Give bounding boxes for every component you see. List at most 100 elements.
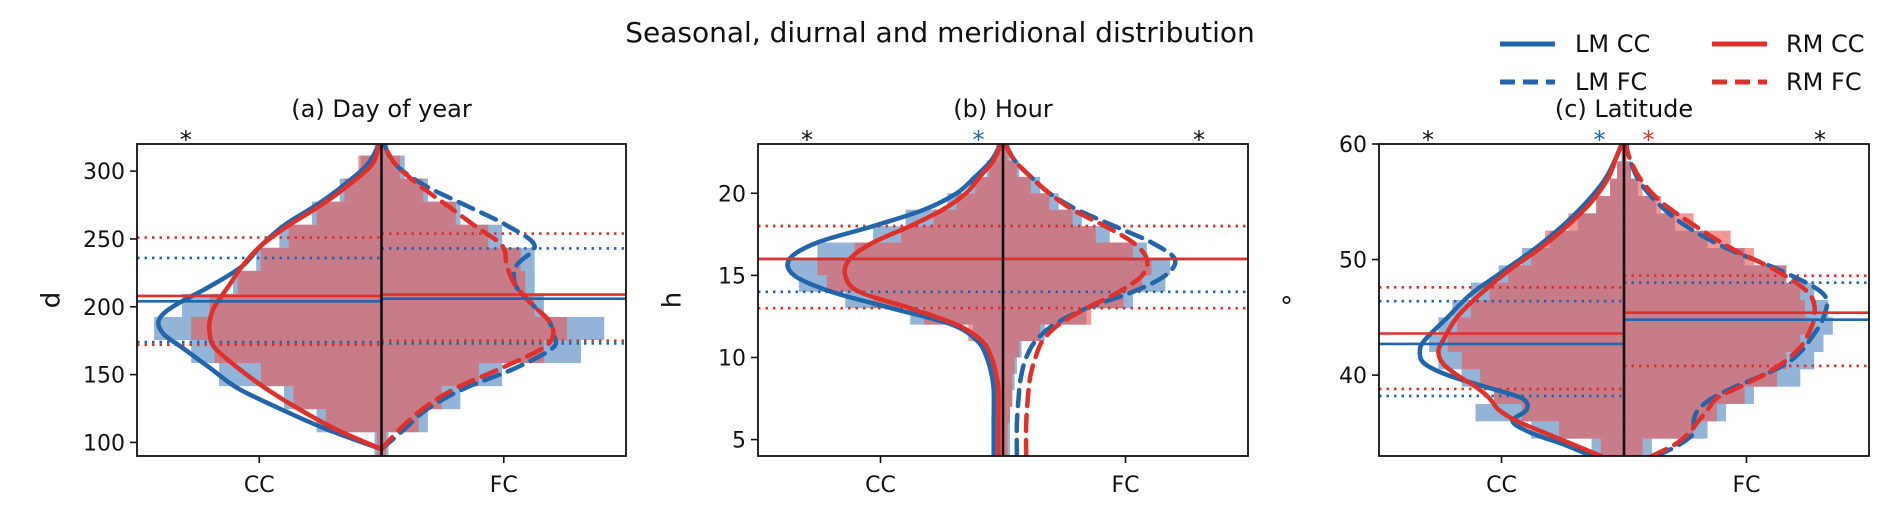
- panel-title: (b) Hour: [953, 95, 1053, 123]
- x-tick-label: FC: [490, 473, 518, 498]
- y-tick-label: 100: [83, 431, 125, 456]
- hist-bar-rm-cc: [1596, 196, 1624, 214]
- hist-bar-rm-fc: [381, 340, 544, 364]
- x-tick-label: FC: [1732, 473, 1760, 498]
- legend-label-lm-fc: LM FC: [1575, 68, 1647, 96]
- kde-curve-rm-fc: [379, 144, 556, 452]
- hist-bar-rm-cc: [1545, 230, 1624, 248]
- y-axis-label: d: [37, 292, 67, 309]
- hist-bar-rm-cc: [293, 386, 382, 410]
- hist-bar-rm-fc: [1003, 439, 1008, 456]
- hist-bar-rm-fc: [381, 144, 387, 156]
- hist-bar-rm-fc: [1624, 213, 1694, 231]
- kde-curve-lm-fc: [1624, 144, 1830, 456]
- hist-bar-rm-cc: [1610, 178, 1624, 196]
- significance-star: *: [1643, 126, 1655, 154]
- plot-area: [137, 144, 626, 456]
- hist-bar-rm-fc: [1624, 300, 1805, 318]
- hist-bar-rm-fc: [1003, 209, 1073, 227]
- kde-curve-lm-cc: [785, 144, 1003, 456]
- hist-bar-rm-cc: [854, 242, 1003, 259]
- hist-bar-rm-fc: [1003, 144, 1008, 161]
- hist-bar-rm-cc: [344, 178, 382, 202]
- hist-bar-rm-fc: [1624, 248, 1754, 266]
- hist-bar-rm-fc: [1003, 341, 1020, 358]
- hist-bar-rm-fc: [1003, 390, 1013, 407]
- hist-bar-rm-fc: [381, 201, 456, 225]
- hist-bar-rm-fc: [1624, 369, 1778, 387]
- hist-bar-rm-cc: [1480, 369, 1624, 387]
- y-tick-label: 5: [732, 429, 746, 454]
- significance-star: *: [1422, 126, 1434, 154]
- hist-bar-rm-cc: [975, 176, 1003, 194]
- y-tick-label: 20: [718, 182, 746, 207]
- hist-bar-rm-fc: [1624, 161, 1631, 179]
- hist-bar-rm-cc: [900, 226, 1003, 243]
- hist-bar-rm-cc: [1489, 282, 1624, 300]
- figure-title: Seasonal, diurnal and meridional distrib…: [625, 16, 1254, 49]
- kde-curve-rm-fc: [1003, 144, 1150, 456]
- hist-bar-rm-fc: [1624, 438, 1643, 456]
- hist-bar-rm-fc: [1003, 242, 1133, 259]
- plot-area: [1379, 144, 1869, 456]
- significance-star: *: [180, 126, 192, 154]
- hist-bar-rm-fc: [1624, 178, 1643, 196]
- y-axis-label: h: [658, 292, 688, 308]
- hist-bar-rm-cc: [288, 224, 382, 248]
- hist-bar-rm-cc: [991, 357, 1003, 374]
- hist-bar-rm-fc: [381, 178, 424, 202]
- y-tick-label: 15: [718, 264, 746, 289]
- hist-bar-rm-cc: [376, 432, 382, 456]
- hist-bar-rm-cc: [956, 193, 1003, 210]
- hist-bar-rm-cc: [998, 439, 1003, 456]
- hist-bar-rm-cc: [191, 316, 382, 341]
- significance-star: *: [973, 126, 985, 154]
- hist-bar-rm-cc: [933, 209, 1003, 227]
- hist-bar-rm-fc: [381, 270, 526, 294]
- hist-bar-rm-fc: [381, 363, 479, 387]
- kde-curve-rm-cc: [842, 144, 1003, 456]
- plot-area: [758, 144, 1248, 456]
- y-tick-label: 150: [83, 364, 125, 389]
- axes-frame: [757, 143, 1249, 457]
- significance-star: *: [1193, 126, 1205, 154]
- hist-bar-rm-cc: [1521, 404, 1624, 422]
- legend-label-rm-fc: RM FC: [1786, 68, 1862, 96]
- panel-title: (a) Day of year: [291, 95, 472, 123]
- hist-bar-rm-fc: [1003, 308, 1092, 325]
- kde-curve-lm-fc: [379, 144, 559, 452]
- hist-bar-rm-fc: [1003, 406, 1010, 424]
- hist-bar-rm-cc: [237, 270, 382, 294]
- significance-star: *: [1594, 126, 1606, 154]
- hist-bar-rm-cc: [826, 275, 1003, 292]
- hist-bar-rm-cc: [1568, 213, 1624, 231]
- hist-bar-rm-fc: [1624, 196, 1662, 214]
- hist-bar-rm-cc: [873, 291, 1003, 309]
- y-tick-label: 60: [1339, 133, 1367, 158]
- axes-frame: [1378, 143, 1870, 457]
- significance-star: *: [801, 126, 813, 154]
- panel-hour: 5 10 15 20 CC FC (b) Hour h * * *: [658, 95, 1249, 498]
- hist-bar-rm-fc: [381, 316, 568, 341]
- x-tick-label: CC: [865, 473, 896, 498]
- hist-bar-rm-cc: [998, 144, 1003, 161]
- hist-bar-rm-cc: [1617, 161, 1624, 179]
- hist-bar-rm-fc: [1003, 373, 1013, 391]
- y-tick-label: 300: [83, 160, 125, 185]
- y-tick-label: 10: [718, 346, 746, 371]
- hist-bar-rm-cc: [316, 201, 382, 225]
- hist-bar-rm-fc: [1003, 324, 1041, 342]
- x-tick-label: CC: [1486, 473, 1517, 498]
- kde-curve-rm-fc: [1624, 144, 1817, 456]
- hist-bar-rm-fc: [1003, 423, 1008, 440]
- hist-bar-rm-cc: [1461, 352, 1624, 370]
- hist-bar-rm-cc: [817, 258, 1003, 276]
- hist-bar-rm-fc: [1624, 421, 1694, 439]
- hist-bar-rm-fc: [1624, 282, 1801, 300]
- y-tick-label: 50: [1339, 249, 1367, 274]
- hist-bar-rm-fc: [1003, 275, 1143, 292]
- hist-bar-rm-cc: [998, 423, 1003, 440]
- y-tick-label: 200: [83, 296, 125, 321]
- hist-bar-rm-cc: [1456, 317, 1624, 335]
